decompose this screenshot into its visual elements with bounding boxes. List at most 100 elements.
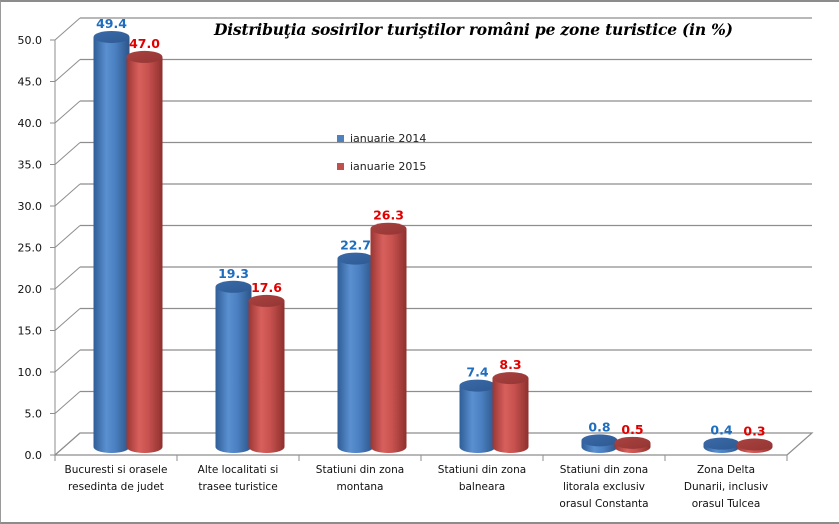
gridline-side bbox=[54, 225, 81, 248]
x-tick-label-line: orasul Constanta bbox=[559, 498, 649, 510]
x-tick-label-line: montana bbox=[336, 481, 384, 493]
x-tick-label: Statiuni din zona balneara bbox=[423, 462, 541, 496]
legend: ianuarie 2014 ianuarie 2015 bbox=[337, 124, 426, 180]
bar-top bbox=[370, 222, 407, 235]
bar-top bbox=[703, 437, 740, 450]
y-tick-label: 25.0 bbox=[18, 242, 43, 255]
bar bbox=[370, 222, 407, 453]
bar-top bbox=[736, 438, 773, 451]
data-label: 0.4 bbox=[710, 423, 732, 438]
bar-body bbox=[248, 300, 285, 453]
bar-top bbox=[215, 280, 252, 293]
bar bbox=[215, 280, 252, 453]
legend-swatch-2014 bbox=[337, 134, 344, 142]
legend-swatch-2015 bbox=[337, 162, 344, 170]
bar bbox=[703, 437, 740, 453]
x-tick-label-line: Alte localitati si bbox=[197, 464, 279, 476]
bar-body bbox=[459, 385, 496, 453]
bar-body bbox=[126, 56, 163, 454]
legend-label-2014: ianuarie 2014 bbox=[350, 131, 427, 145]
data-label: 49.4 bbox=[96, 16, 127, 31]
bar bbox=[581, 434, 618, 453]
x-tick-label-line: litorala exclusiv bbox=[562, 481, 646, 493]
gridline-side bbox=[54, 17, 81, 41]
legend-label-2015: ianuarie 2015 bbox=[350, 159, 427, 173]
bar-body bbox=[370, 228, 407, 453]
bar-top bbox=[248, 294, 285, 307]
bar-body bbox=[337, 258, 374, 453]
bar-top bbox=[459, 379, 496, 392]
bar bbox=[614, 436, 651, 453]
bar-body bbox=[215, 286, 252, 453]
y-tick-label: 15.0 bbox=[18, 325, 43, 338]
data-label: 47.0 bbox=[129, 36, 160, 51]
data-label: 7.4 bbox=[466, 365, 488, 380]
data-label: 8.3 bbox=[499, 357, 521, 372]
data-label: 19.3 bbox=[218, 266, 249, 281]
data-label: 22.7 bbox=[340, 238, 371, 253]
y-tick-label: 20.0 bbox=[18, 283, 43, 296]
data-label: 0.5 bbox=[621, 422, 643, 437]
y-tick-label: 30.0 bbox=[18, 200, 43, 213]
x-tick-label: Statiuni din zona montana bbox=[301, 462, 419, 496]
data-label: 26.3 bbox=[373, 208, 404, 223]
gridline-side bbox=[54, 183, 81, 207]
y-axis: 0.0 5.0 10.0 15.0 20.0 25.0 30.0 35.0 40.0 45.0 50… bbox=[18, 34, 788, 462]
y-tick-label: 35.0 bbox=[18, 159, 43, 172]
x-tick-label-line: Statiuni din zona bbox=[559, 464, 649, 476]
data-label: 17.6 bbox=[251, 280, 282, 295]
gridline-side bbox=[54, 349, 81, 373]
data-label: 0.3 bbox=[743, 424, 765, 439]
y-tick-label: 50.0 bbox=[18, 34, 43, 47]
bar-top bbox=[492, 372, 529, 385]
data-labels: 49.447.0 19.317.6 22.726.3 7.4 8.3 0.8 0.5 0.4 0… bbox=[96, 16, 766, 439]
y-tick-label: 10.0 bbox=[18, 366, 43, 379]
bar-top bbox=[93, 30, 130, 43]
bar-body bbox=[93, 36, 130, 453]
bar bbox=[736, 438, 773, 453]
gridline-side bbox=[54, 100, 81, 124]
x-tick-label: Statiuni din zona litorala exclusiv orasul… bbox=[545, 462, 663, 513]
x-tick-label: Bucuresti si orasele resedinta de judet bbox=[57, 462, 175, 496]
gridline-side bbox=[54, 142, 81, 165]
x-tick-label-line: Zona Delta bbox=[696, 464, 756, 476]
x-tick-label-line: Statiuni din zona bbox=[437, 464, 527, 476]
bar-top bbox=[614, 436, 651, 449]
bars bbox=[93, 30, 773, 454]
y-tick-label: 40.0 bbox=[18, 117, 43, 130]
gridlines bbox=[53, 17, 814, 456]
x-tick-label-line: Dunarii, inclusiv bbox=[683, 481, 769, 493]
floor bbox=[53, 432, 814, 456]
x-tick-label: Alte localitati si trasee turistice bbox=[179, 462, 297, 496]
chart-title: Distribuţia sosirilor turiştilor români … bbox=[214, 20, 733, 39]
bar bbox=[93, 30, 130, 453]
y-tick-label: 0.0 bbox=[25, 449, 43, 462]
gridline-side bbox=[54, 391, 81, 414]
x-tick-label-line: Bucuresti si orasele bbox=[64, 464, 168, 476]
bar-top bbox=[126, 50, 163, 63]
gridline-side bbox=[54, 308, 81, 331]
data-label: 0.8 bbox=[588, 419, 610, 434]
y-tick-label: 5.0 bbox=[25, 408, 43, 421]
bar-body bbox=[492, 378, 529, 453]
bar bbox=[459, 379, 496, 453]
legend-item-2015: ianuarie 2015 bbox=[337, 152, 426, 180]
x-tick-label-line: trasee turistice bbox=[198, 481, 278, 493]
x-tick-label-line: balneara bbox=[458, 481, 506, 493]
x-tick-label: Zona Delta Dunarii, inclusiv orasul Tulcea bbox=[667, 462, 785, 513]
bar bbox=[492, 372, 529, 453]
x-tick-label-line: resedinta de judet bbox=[68, 481, 164, 493]
y-tick-label: 45.0 bbox=[18, 76, 43, 89]
bar-top bbox=[337, 252, 374, 265]
bar bbox=[126, 50, 163, 454]
bar bbox=[337, 252, 374, 453]
bar bbox=[248, 294, 285, 453]
gridline-side bbox=[54, 266, 81, 290]
bar-top bbox=[581, 434, 618, 447]
legend-item-2014: ianuarie 2014 bbox=[337, 124, 426, 152]
x-tick-label-line: orasul Tulcea bbox=[691, 498, 761, 510]
x-tick-label-line: Statiuni din zona bbox=[315, 464, 405, 476]
gridline-side bbox=[54, 59, 81, 82]
